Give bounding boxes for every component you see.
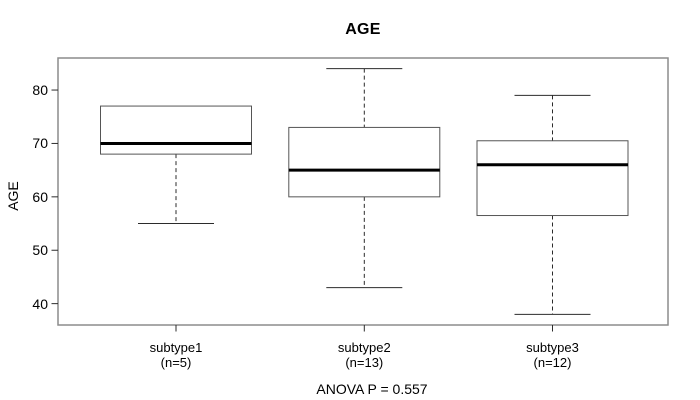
- x-category-name: subtype3: [526, 340, 579, 355]
- chart-title: AGE: [345, 21, 381, 38]
- x-category-name: subtype1: [149, 340, 203, 355]
- plot-border: [57, 57, 669, 326]
- boxplot-box-subtype3: [476, 140, 629, 217]
- x-category-label-subtype3: subtype3 (n=12): [478, 340, 628, 370]
- x-category-count: (n=5): [160, 354, 192, 370]
- x-category-name: subtype2: [337, 340, 391, 355]
- y-tick-label: 40: [32, 295, 48, 312]
- boxplot-box-subtype1: [100, 105, 252, 155]
- anova-annotation: ANOVA P = 0.557: [316, 381, 428, 397]
- x-category-label-subtype1: subtype1 (n=5): [101, 340, 251, 370]
- boxplot-box-subtype2: [288, 126, 441, 198]
- x-category-count: (n=13): [345, 354, 384, 370]
- y-tick-label: 80: [32, 82, 48, 99]
- y-tick-label: 50: [32, 242, 48, 259]
- x-category-count: (n=12): [533, 354, 572, 370]
- y-tick-label: 60: [32, 188, 48, 205]
- y-tick-label: 70: [32, 135, 48, 152]
- x-category-label-subtype2: subtype2 (n=13): [289, 340, 439, 370]
